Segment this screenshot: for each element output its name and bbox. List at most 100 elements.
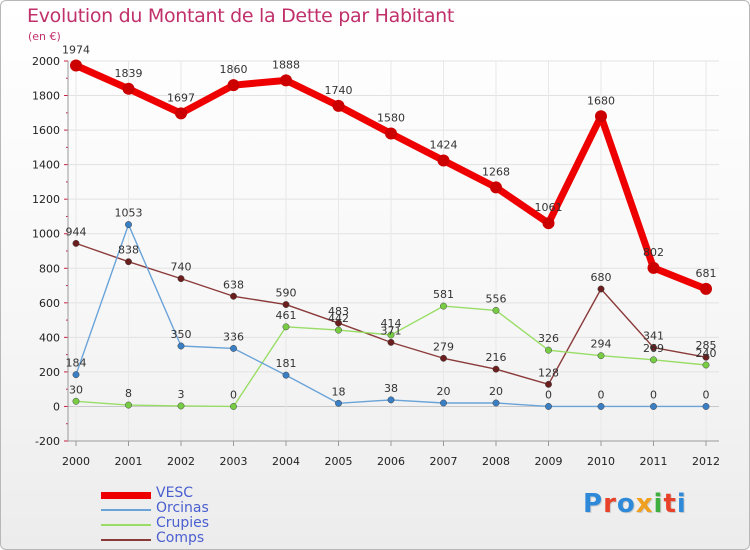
data-label-vesc: 681 [696, 267, 717, 280]
data-point-orcinas [335, 399, 342, 407]
series-lines [70, 59, 712, 410]
data-point-orcinas [282, 371, 290, 379]
data-point-vesc [227, 79, 240, 92]
data-label-orcinas: 38 [384, 382, 398, 395]
data-label-orcinas: 184 [66, 357, 87, 370]
legend-item-comps: Comps [101, 530, 301, 547]
data-point-comps [650, 344, 657, 352]
data-point-vesc [595, 110, 607, 123]
data-point-crupies [492, 306, 500, 314]
legend-label-vesc: VESC [156, 485, 194, 501]
data-point-comps [125, 258, 132, 266]
data-label-vesc: 1580 [377, 112, 405, 125]
logo-letter: o [616, 489, 636, 519]
data-point-vesc [70, 59, 82, 72]
data-label-vesc: 1424 [430, 138, 458, 151]
data-label-crupies: 269 [643, 342, 664, 355]
data-point-vesc [175, 107, 187, 120]
data-label-comps: 638 [223, 278, 244, 291]
data-point-comps [387, 338, 395, 346]
legend-swatch-vesc [101, 491, 151, 499]
data-point-vesc [647, 261, 660, 274]
data-label-vesc: 1839 [115, 67, 143, 80]
data-point-vesc [332, 99, 345, 112]
data-label-vesc: 1974 [62, 43, 90, 56]
data-point-comps [72, 239, 80, 247]
data-label-crupies: 294 [591, 338, 612, 351]
data-point-vesc [542, 217, 555, 230]
data-point-crupies [335, 326, 342, 334]
chart-title: Evolution du Montant de la Dette par Hab… [27, 5, 455, 27]
data-label-orcinas: 350 [171, 328, 192, 341]
data-label-crupies: 8 [125, 387, 132, 400]
logo-letter: P [583, 489, 604, 519]
legend-swatch-comps [101, 539, 151, 541]
data-point-comps [492, 365, 500, 373]
data-label-vesc: 1860 [220, 63, 248, 76]
data-point-comps [545, 380, 552, 388]
data-label-orcinas: 1053 [115, 207, 143, 220]
data-label-comps: 279 [433, 340, 454, 353]
data-point-comps [177, 275, 185, 283]
x-tick-label: 2009 [535, 455, 563, 468]
data-point-orcinas [387, 396, 395, 404]
data-label-crupies: 30 [69, 383, 83, 396]
data-point-orcinas [492, 399, 500, 407]
y-tick-label: -200 [35, 435, 60, 448]
data-label-comps: 944 [66, 225, 87, 238]
data-point-crupies [387, 331, 395, 339]
legend-item-crupies: Crupies [101, 515, 301, 532]
data-point-comps [230, 292, 237, 300]
data-point-orcinas [545, 403, 552, 410]
data-label-crupies: 240 [696, 347, 717, 360]
data-label-orcinas: 20 [437, 385, 451, 398]
data-point-orcinas [230, 344, 237, 352]
logo-letter: x [635, 489, 654, 519]
data-label-vesc: 1680 [587, 94, 615, 107]
data-label-vesc: 1697 [167, 91, 195, 104]
data-label-orcinas: 0 [598, 388, 605, 401]
x-tick-label: 2007 [430, 455, 458, 468]
data-point-orcinas [440, 399, 447, 407]
data-point-comps [702, 353, 710, 361]
data-label-crupies: 556 [486, 292, 507, 305]
data-point-crupies [230, 403, 237, 410]
data-label-comps: 483 [328, 305, 349, 318]
data-labels: 1974 1839 1697 1860 1888 1740 1580 1424 1268 1061… [62, 43, 717, 401]
y-tick-label: 1800 [32, 90, 60, 103]
data-point-crupies [650, 356, 657, 364]
y-tick-label: 0 [53, 400, 60, 413]
data-point-comps [440, 354, 447, 362]
data-point-comps [282, 301, 290, 308]
x-tick-label: 2000 [62, 455, 90, 468]
data-label-vesc: 1888 [272, 58, 300, 71]
data-point-crupies [545, 346, 552, 354]
axes: -200020040060080010001200140016001800200… [32, 55, 720, 468]
y-tick-label: 1400 [32, 159, 60, 172]
data-point-vesc [385, 127, 397, 140]
data-label-orcinas: 18 [332, 385, 346, 398]
data-label-orcinas: 20 [489, 385, 503, 398]
chart-unit-label: (en €) [28, 30, 61, 43]
data-point-vesc [700, 282, 712, 295]
x-tick-label: 2001 [115, 455, 143, 468]
data-point-orcinas [650, 403, 657, 410]
data-label-vesc: 802 [643, 246, 664, 259]
data-label-comps: 838 [118, 244, 139, 257]
logo-letter: i [653, 489, 664, 519]
data-label-crupies: 3 [178, 388, 185, 401]
x-tick-label: 2004 [272, 455, 300, 468]
y-tick-label: 400 [39, 331, 60, 344]
data-label-crupies: 461 [276, 309, 297, 322]
data-point-orcinas [125, 221, 132, 229]
data-label-comps: 371 [381, 324, 402, 337]
data-label-orcinas: 336 [223, 330, 244, 343]
data-point-orcinas [702, 403, 710, 410]
y-tick-label: 2000 [32, 55, 60, 68]
logo-letter: i [676, 489, 687, 519]
legend-label-comps: Comps [156, 530, 205, 546]
data-point-crupies [72, 397, 80, 405]
data-point-crupies [177, 402, 185, 410]
